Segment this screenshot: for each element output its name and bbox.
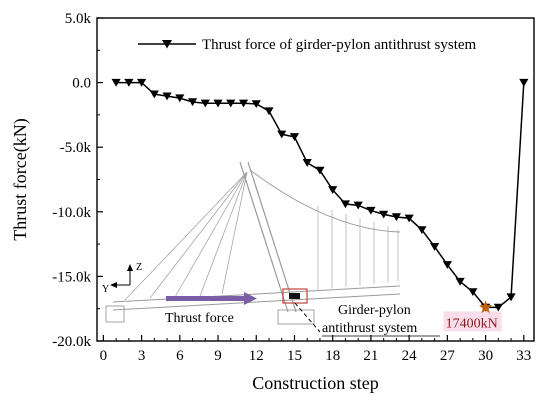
inset-cable [174,171,248,298]
x-axis-ticks: 0 3 6 9 12 15 18 21 24 27 30 33 [100,335,531,364]
y-tick-label: -20.0k [52,334,91,350]
data-point [442,261,452,269]
x-tick-label: 9 [214,348,222,364]
inset-cable [199,171,248,297]
data-point [238,99,249,108]
data-point [175,94,185,103]
inset-pier-main [277,309,315,325]
data-point [417,226,427,235]
data-point [302,159,312,167]
y-tick-label: -10.0k [52,205,91,221]
y-axis-title: Thrust force(kN) [10,118,31,240]
y-axis-ticks: 5.0k 0.0 -5.0k -10.0k -15.0k -20.0k [52,11,103,350]
data-point [430,243,440,251]
data-point [493,303,503,312]
inset-y-label: Y [102,284,109,295]
y-tick-label: 5.0k [65,11,92,27]
peak-star-icon [478,300,493,314]
data-point [353,201,363,210]
series-layer [111,78,529,312]
x-axis-title: Construction step [252,373,379,393]
data-point [379,210,389,219]
x-tick-label: 3 [138,348,146,364]
data-point [213,99,223,108]
data-point [340,200,351,209]
peak-value-label: 17400kN [446,316,498,331]
data-point [277,130,287,139]
data-point [366,206,376,215]
data-point [111,78,121,87]
x-tick-label: 12 [249,348,264,364]
inset-deck-top [112,285,401,303]
legend-marker [162,40,172,49]
bridge-inset-diagram: Z Y Thrust force Girder-pylon antithrust sys… [102,161,440,337]
x-tick-label: 30 [478,348,493,364]
y-tick-label: 0.0 [72,76,91,92]
data-point [187,98,198,107]
x-tick-label: 0 [100,348,108,364]
x-tick-label: 24 [402,348,418,364]
data-point [162,92,172,101]
data-point [264,107,274,116]
inset-cable [124,171,248,301]
series-line [116,81,525,309]
data-point [226,99,236,108]
data-point [124,78,134,87]
inset-z-arrow [127,264,133,271]
y-tick-label: -15.0k [52,269,91,285]
legend: Thrust force of girder-pylon antithrust … [138,37,477,53]
inset-thrust-arrow-body [166,296,246,301]
x-tick-label: 18 [325,348,340,364]
inset-pier-left [105,305,125,323]
data-point [468,288,478,297]
inset-thrust-force-label: Thrust force [165,311,234,326]
data-point [251,100,261,109]
data-point [455,277,465,286]
inset-deck-bottom [112,293,401,311]
data-point [315,166,325,175]
data-point [289,133,300,142]
inset-cable [149,171,248,299]
inset-girder-pylon-label: Girder-pylon [338,303,411,318]
inset-y-arrow [110,282,117,288]
x-tick-label: 27 [440,348,456,364]
data-point [136,78,147,87]
inset-cable [221,171,248,295]
data-point [506,293,516,302]
data-point [404,214,414,223]
x-tick-label: 6 [176,348,184,364]
x-tick-label: 33 [516,348,531,364]
y-tick-label: -5.0k [60,140,92,156]
inset-antithrust-block [289,293,300,299]
data-point [200,99,210,108]
inset-z-label: Z [136,262,142,273]
plot-frame [96,17,535,342]
inset-pylon-left [239,161,289,313]
inset-pylon-right [247,161,297,313]
peak-annotation: 17400kN [443,300,502,332]
inset-antithrust-label: antithrust system [322,321,417,336]
inset-main-cable [249,169,401,233]
data-point [519,78,529,87]
x-tick-label: 21 [363,348,378,364]
data-point [149,90,159,99]
inset-leader-line [294,302,321,333]
legend-label: Thrust force of girder-pylon antithrust … [202,37,477,53]
inset-thrust-arrow-head [244,292,257,305]
data-point [391,213,402,222]
x-tick-label: 15 [287,348,302,364]
peak-highlight [443,311,502,332]
data-point [328,186,338,194]
